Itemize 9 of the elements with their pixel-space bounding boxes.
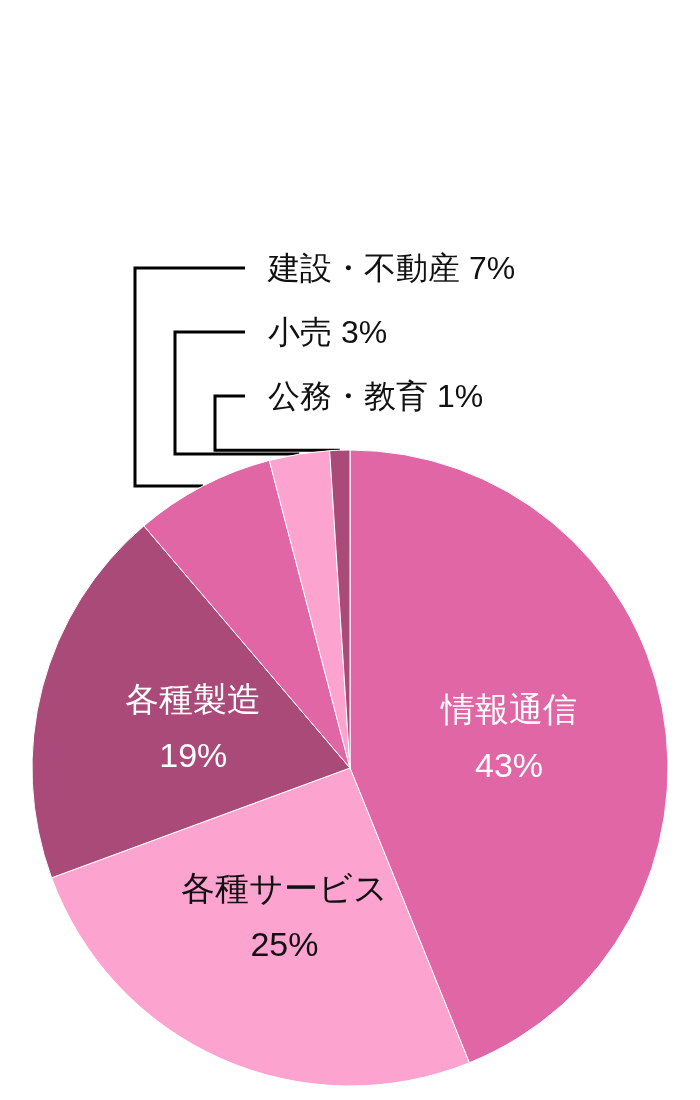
slice-label: 建設・不動産 7% <box>267 250 516 286</box>
slice-label: 小売 3% <box>268 314 388 350</box>
slice-label: 情報通信 <box>440 690 578 729</box>
slice-label: 各種製造 <box>125 679 262 718</box>
data-label: 43% <box>474 746 544 785</box>
data-label: 19% <box>159 735 228 774</box>
slice-label: 各種サービス <box>180 869 388 908</box>
data-label: 25% <box>250 925 319 964</box>
slice-label: 公務・教育 1% <box>268 378 484 414</box>
